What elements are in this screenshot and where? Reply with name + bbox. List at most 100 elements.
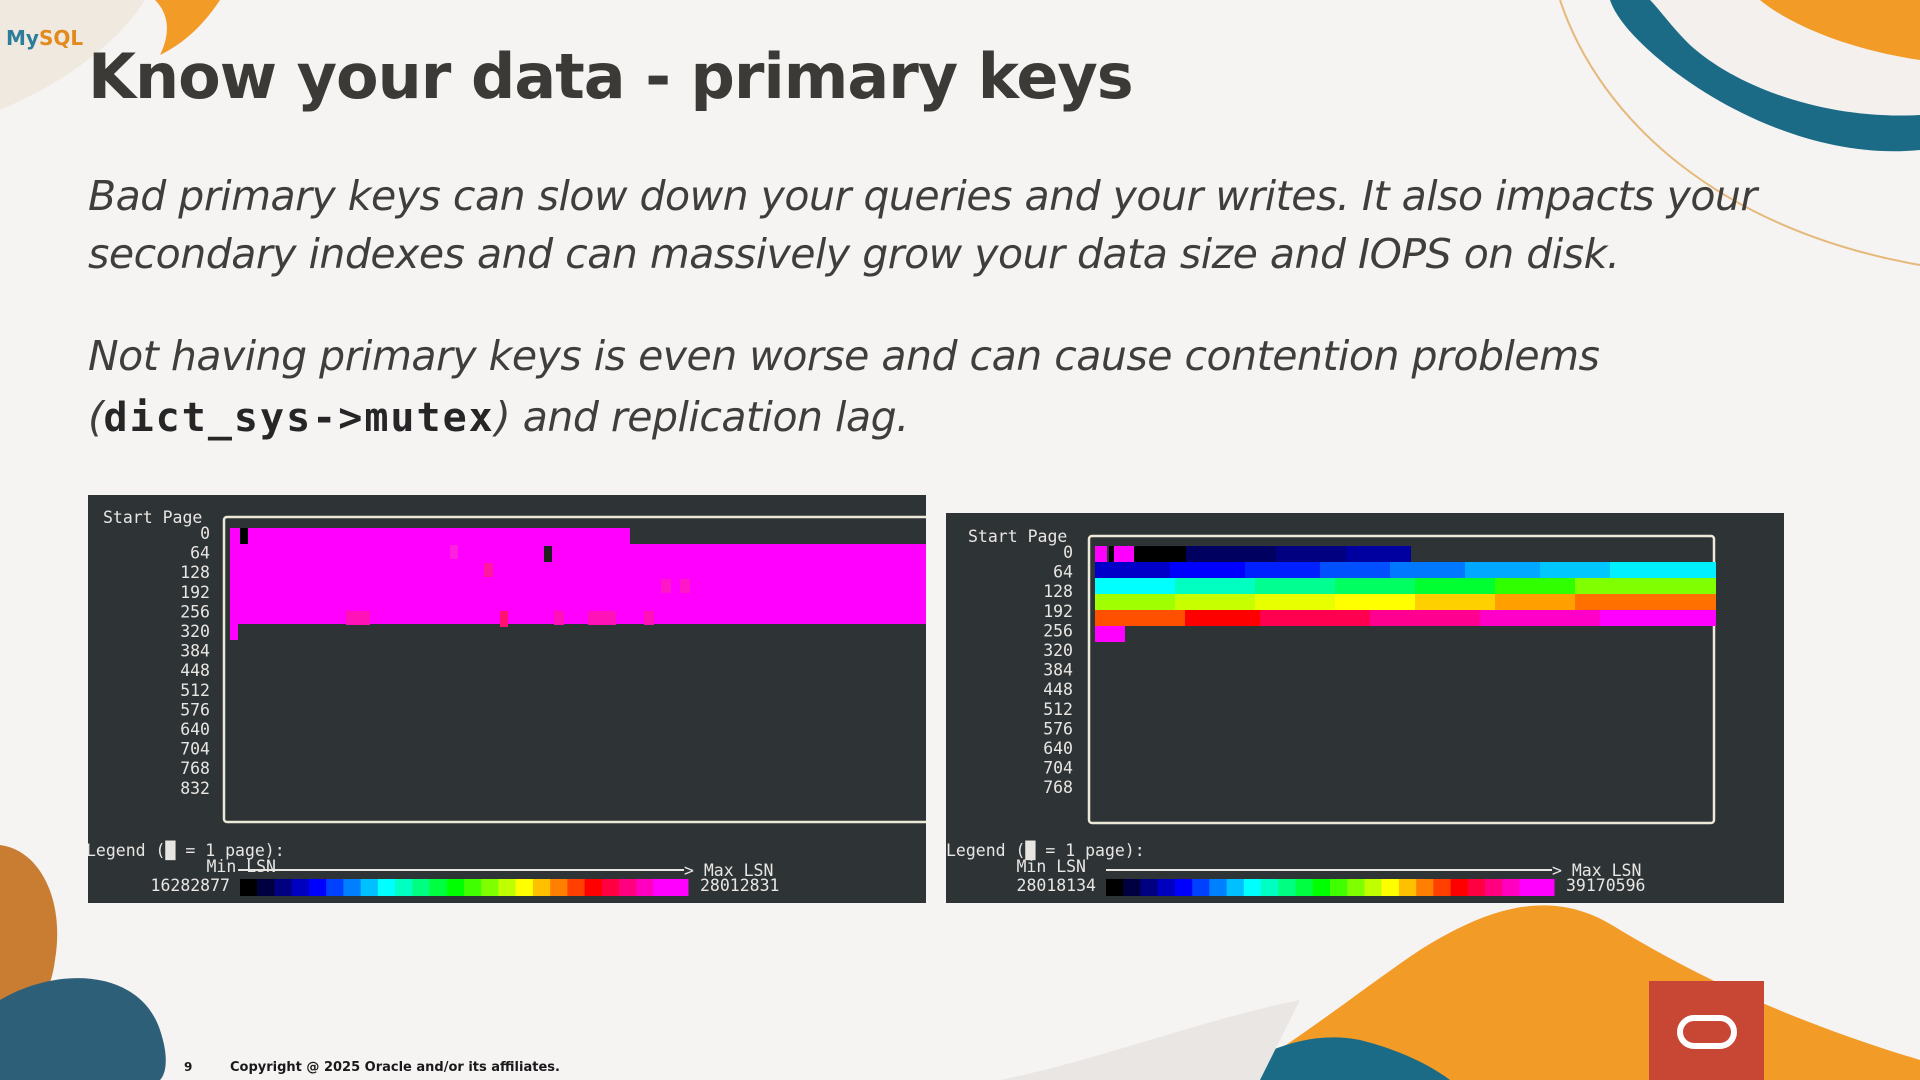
gradient-cell (1467, 879, 1486, 896)
block (1255, 594, 1335, 610)
block (1095, 562, 1170, 578)
gradient-cell (1450, 879, 1469, 896)
block (1370, 610, 1480, 626)
row-label: 384 (1043, 661, 1073, 680)
legend-label-right: Legend (█ = 1 page): (946, 840, 1145, 861)
block (1095, 626, 1125, 642)
logo-text-sql: SQL (38, 26, 84, 50)
gradient-cell (1485, 879, 1503, 896)
gradient-cell (240, 879, 258, 896)
gradient-cell (308, 879, 327, 896)
block (1415, 578, 1495, 594)
gradient-cell (326, 879, 344, 896)
oracle-logo (1649, 981, 1764, 1080)
block (1175, 594, 1255, 610)
gradient-cell (343, 879, 362, 896)
block (1320, 562, 1390, 578)
block (1540, 562, 1610, 578)
block (1495, 594, 1575, 610)
row-label: 512 (1043, 700, 1073, 719)
min-lsn-label-right: Min LSN (1016, 857, 1086, 876)
row-label: 448 (1043, 680, 1073, 699)
gradient-cell (481, 879, 499, 896)
gradient-cell (1226, 879, 1245, 896)
row-label: 0 (200, 524, 210, 543)
block (1600, 610, 1716, 626)
block (1276, 546, 1346, 562)
row-label: 768 (180, 759, 210, 778)
block (1095, 610, 1185, 626)
gradient-cell (360, 879, 379, 896)
gradient-cell (1364, 879, 1383, 896)
block (554, 611, 564, 625)
block (1480, 610, 1600, 626)
page-map-panel-left: Start Page 0 64 128 192 256 320 384 448 512 576 64… (88, 495, 926, 903)
block (1610, 562, 1716, 578)
max-lsn-label-left: > Max LSN (684, 861, 773, 880)
block (588, 611, 616, 625)
block (1495, 578, 1575, 594)
block (680, 579, 690, 593)
gradient-cell (1416, 879, 1434, 896)
page-blocks-right (1095, 546, 1716, 642)
page-map-svg-right: Start Page 06412819225632038444851257664… (946, 527, 1716, 896)
block (644, 611, 654, 625)
paragraph-text-after: ) and replication lag. (494, 393, 909, 441)
row-label: 704 (1043, 759, 1073, 778)
block (1095, 546, 1107, 562)
block (661, 579, 671, 593)
block (1185, 610, 1260, 626)
block (1415, 594, 1495, 610)
gradient-cell (670, 879, 689, 896)
row-label: 448 (180, 661, 210, 680)
row-label: 640 (1043, 739, 1073, 758)
start-page-header-right: Start Page (968, 527, 1067, 546)
gradient-cell (291, 879, 310, 896)
gradient-cell (1381, 879, 1400, 896)
block (1245, 562, 1320, 578)
block (1335, 578, 1415, 594)
row-label: 832 (180, 779, 210, 798)
gradient-cell (1209, 879, 1228, 896)
map-border-right (1087, 534, 1716, 825)
block (1095, 594, 1175, 610)
lsn-gradient-left (240, 879, 689, 896)
gradient-cell (1261, 879, 1279, 896)
gradient-cell (377, 879, 396, 896)
max-lsn-label-right: > Max LSN (1552, 861, 1641, 880)
gradient-cell (550, 879, 568, 896)
block (500, 611, 508, 627)
row-label: 704 (180, 740, 210, 759)
gradient-cell (515, 879, 534, 896)
copyright-text: Copyright @ 2025 Oracle and/or its affil… (230, 1060, 560, 1075)
max-lsn-value-right: 39170596 (1566, 876, 1645, 895)
block (1134, 546, 1186, 562)
gradient-cell (1174, 879, 1193, 896)
min-lsn-value-left: 16282877 (151, 876, 230, 895)
block (1186, 546, 1276, 562)
block (1175, 578, 1255, 594)
block (484, 563, 493, 577)
row-label: 192 (180, 583, 210, 602)
min-lsn-value-right: 28018134 (1017, 876, 1097, 895)
paragraph-bad-primary-keys: Bad primary keys can slow down your quer… (88, 172, 1757, 278)
max-lsn-value-left: 28012831 (700, 876, 779, 895)
row-label: 320 (180, 622, 210, 641)
row-label: 768 (1043, 778, 1073, 797)
row-label: 192 (1043, 602, 1073, 621)
row-label: 128 (180, 563, 210, 582)
gradient-cell (1140, 879, 1159, 896)
gradient-cell (1192, 879, 1210, 896)
gradient-cell (1536, 879, 1555, 896)
block (248, 528, 630, 544)
row-label: 128 (1043, 582, 1073, 601)
block (1575, 578, 1716, 594)
start-page-header: Start Page (103, 508, 202, 527)
row-label: 640 (180, 720, 210, 739)
gradient-cell (274, 879, 293, 896)
gradient-cell (429, 879, 448, 896)
block (1255, 578, 1335, 594)
gradient-cell (1519, 879, 1538, 896)
block (1390, 562, 1465, 578)
gradient-cell (1295, 879, 1314, 896)
